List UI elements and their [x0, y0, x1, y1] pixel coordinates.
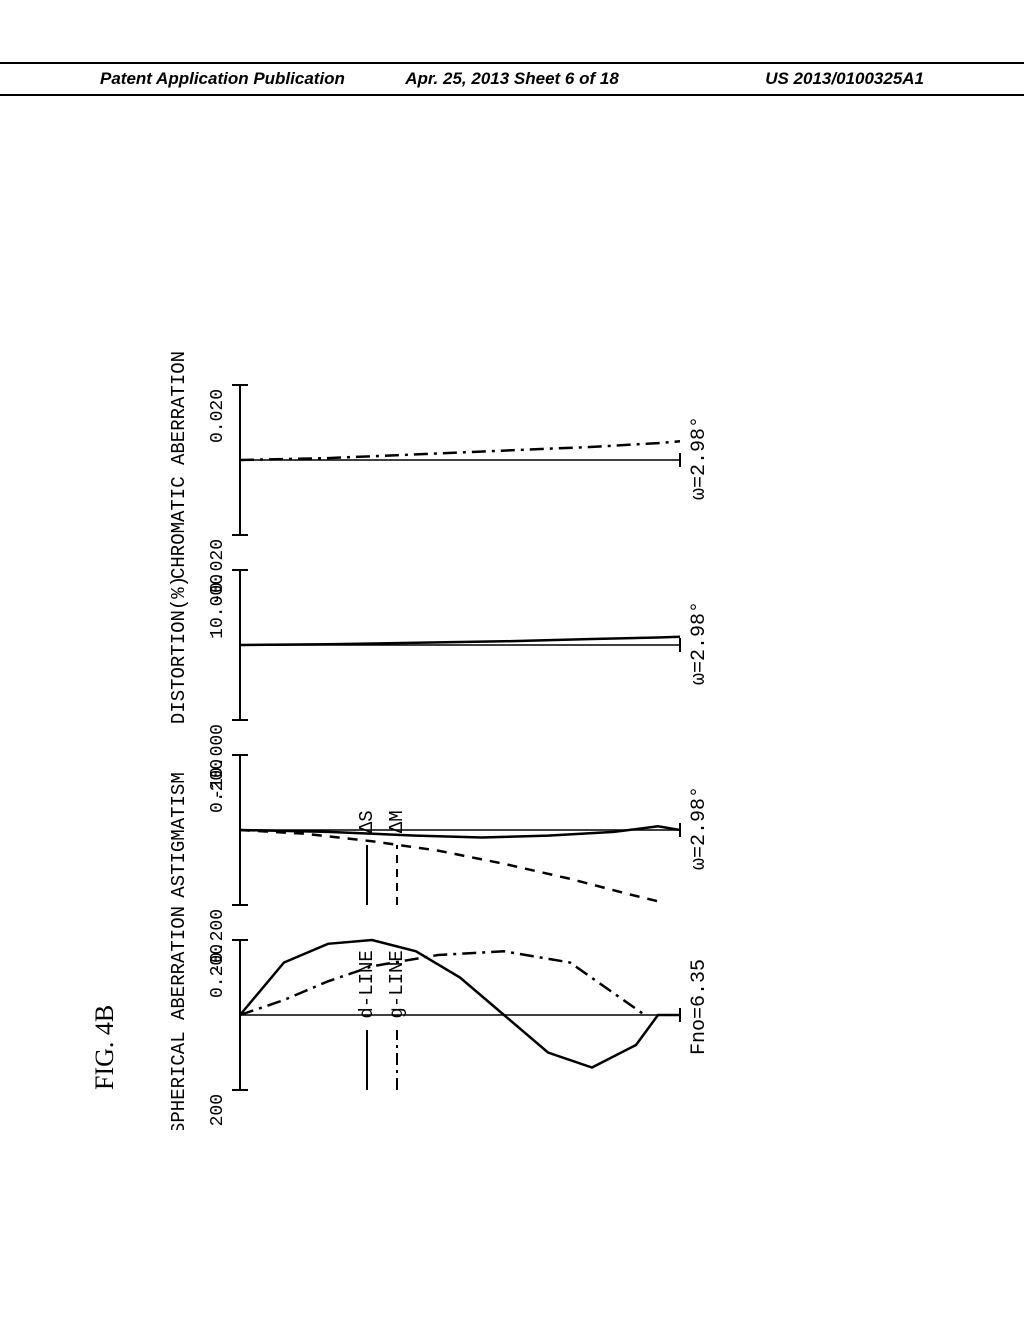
- header-right: US 2013/0100325A1: [649, 69, 994, 89]
- svg-text:SPHERICAL ABERRATION: SPHERICAL ABERRATION: [168, 906, 190, 1130]
- figure-label: FIG. 4B: [90, 1005, 120, 1090]
- figure-area: FIG. 4B d-LINE ΔS g-LINE ΔM -0.2000.200F…: [90, 170, 920, 1130]
- page-header: Patent Application Publication Apr. 25, …: [0, 62, 1024, 96]
- svg-text:0.020: 0.020: [208, 389, 228, 443]
- header-left: Patent Application Publication: [30, 69, 375, 89]
- svg-text:Fno=6.35: Fno=6.35: [688, 959, 711, 1055]
- svg-text:-0.200: -0.200: [208, 1094, 228, 1130]
- svg-text:ω=2.98°: ω=2.98°: [688, 601, 711, 685]
- svg-text:CHROMATIC ABERRATION: CHROMATIC ABERRATION: [168, 351, 190, 579]
- charts-svg: -0.2000.200Fno=6.35SPHERICAL ABERRATION-…: [150, 170, 920, 1130]
- svg-text:-0.020: -0.020: [208, 539, 228, 604]
- svg-text:DISTORTION(%): DISTORTION(%): [168, 576, 190, 724]
- svg-text:ω=2.98°: ω=2.98°: [688, 786, 711, 870]
- svg-text:ω=2.98°: ω=2.98°: [688, 416, 711, 500]
- header-center: Apr. 25, 2013 Sheet 6 of 18: [375, 69, 650, 89]
- svg-text:ASTIGMATISM: ASTIGMATISM: [168, 772, 190, 897]
- svg-text:-0.200: -0.200: [208, 909, 228, 974]
- svg-text:-10.000: -10.000: [208, 724, 228, 800]
